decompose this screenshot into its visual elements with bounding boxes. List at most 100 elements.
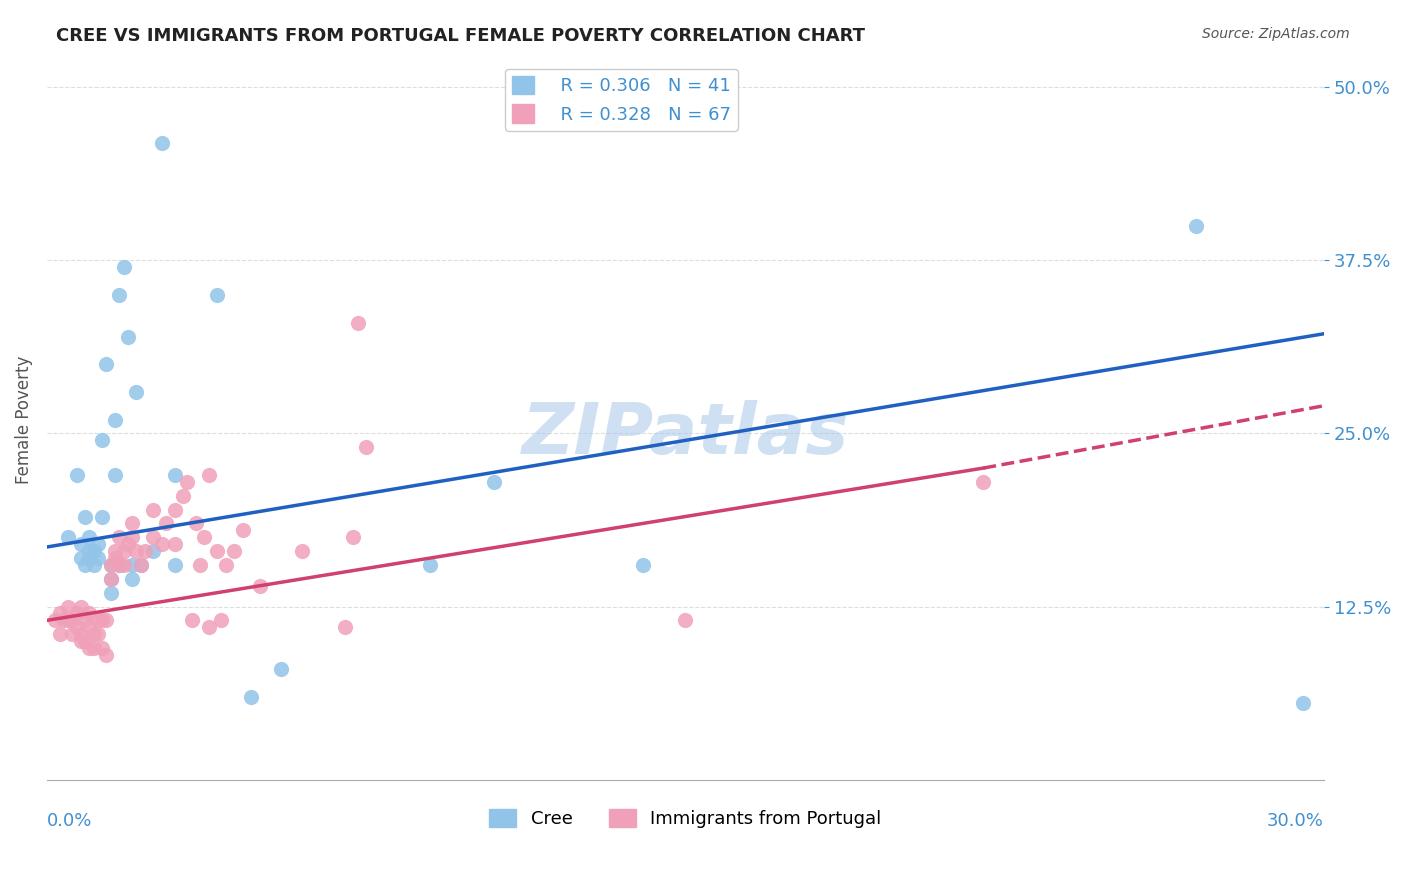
Point (108, 558, 131, 572)
Point (249, 579, 271, 593)
Point (232, 524, 254, 538)
Point (129, 558, 152, 572)
Point (79, 607, 101, 621)
Point (129, 558, 152, 572)
Point (270, 662, 292, 676)
Point (44, 613, 66, 627)
Point (91, 509, 114, 524)
Point (121, 572, 143, 586)
Point (972, 475, 994, 489)
Point (70, 599, 93, 614)
Point (75, 509, 97, 524)
Point (342, 530, 364, 544)
Point (91, 641, 114, 656)
Point (117, 329, 139, 343)
Point (180, 613, 202, 627)
Text: 0.0%: 0.0% (46, 812, 93, 830)
Point (224, 544, 246, 558)
Point (62, 613, 84, 627)
Y-axis label: Female Poverty: Female Poverty (15, 355, 32, 483)
Point (87, 551, 110, 566)
Point (79, 620, 101, 634)
Point (70, 537, 93, 551)
Point (87, 627, 110, 641)
Point (333, 620, 356, 634)
Point (121, 530, 143, 544)
Point (419, 558, 441, 572)
Point (197, 620, 219, 634)
Point (83, 641, 105, 656)
Point (134, 544, 156, 558)
Point (48, 607, 70, 621)
Point (482, 475, 505, 489)
Point (83, 627, 105, 641)
Point (142, 544, 165, 558)
Point (56, 530, 79, 544)
Point (172, 489, 194, 503)
Point (96, 613, 118, 627)
Point (52, 613, 75, 627)
Point (108, 530, 131, 544)
Point (70, 551, 93, 566)
Point (631, 558, 654, 572)
Point (117, 537, 139, 551)
Text: 30.0%: 30.0% (1267, 812, 1324, 830)
Point (108, 558, 131, 572)
Point (96, 648, 118, 662)
Point (163, 468, 186, 483)
Point (56, 613, 79, 627)
Point (83, 544, 105, 558)
Text: Source: ZipAtlas.com: Source: ZipAtlas.com (1202, 27, 1350, 41)
Point (56, 599, 79, 614)
Point (142, 502, 165, 516)
Point (1185, 219, 1208, 233)
Point (100, 572, 122, 586)
Point (240, 690, 263, 704)
Point (48, 627, 70, 641)
Point (104, 544, 127, 558)
Legend: Cree, Immigrants from Portugal: Cree, Immigrants from Portugal (482, 802, 889, 836)
Text: ZIPatlas: ZIPatlas (522, 400, 849, 468)
Point (354, 440, 377, 454)
Point (346, 316, 368, 330)
Point (79, 551, 101, 566)
Point (66, 607, 89, 621)
Point (121, 558, 143, 572)
Point (91, 613, 114, 627)
Point (121, 516, 143, 531)
Point (205, 544, 228, 558)
Point (66, 468, 89, 483)
Point (87, 537, 110, 551)
Point (112, 544, 135, 558)
Point (100, 558, 122, 572)
Text: CREE VS IMMIGRANTS FROM PORTUGAL FEMALE POVERTY CORRELATION CHART: CREE VS IMMIGRANTS FROM PORTUGAL FEMALE … (56, 27, 865, 45)
Point (163, 502, 186, 516)
Point (104, 551, 127, 566)
Point (104, 412, 127, 426)
Point (108, 288, 131, 302)
Point (75, 634, 97, 648)
Point (163, 537, 186, 551)
Point (150, 136, 173, 150)
Point (205, 288, 228, 302)
Point (104, 468, 127, 483)
Point (79, 544, 101, 558)
Point (209, 613, 232, 627)
Point (100, 558, 122, 572)
Point (66, 620, 89, 634)
Point (125, 544, 148, 558)
Point (75, 558, 97, 572)
Point (112, 558, 135, 572)
Point (79, 530, 101, 544)
Point (184, 516, 207, 531)
Point (112, 260, 135, 275)
Point (193, 530, 215, 544)
Point (215, 558, 238, 572)
Point (1291, 697, 1313, 711)
Point (62, 627, 84, 641)
Point (197, 468, 219, 483)
Point (150, 537, 173, 551)
Point (142, 530, 165, 544)
Point (75, 613, 97, 627)
Point (163, 558, 186, 572)
